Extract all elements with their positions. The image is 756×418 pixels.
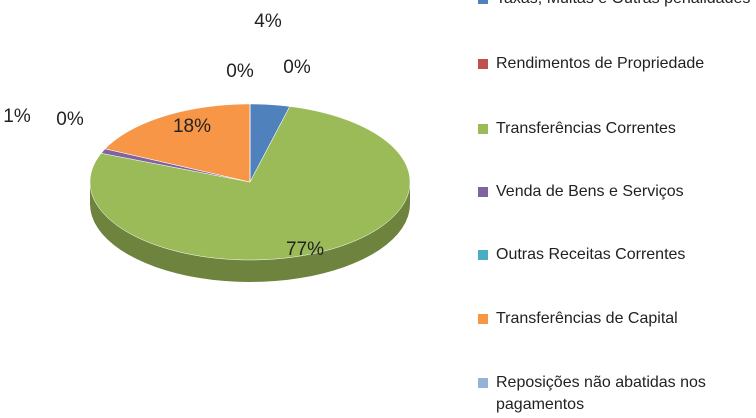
legend-item: Rendimentos de Propriedade xyxy=(478,53,753,75)
legend-item: Reposições não abatidas nos pagamentos xyxy=(478,372,753,416)
legend-swatch xyxy=(478,314,488,324)
legend-label: Taxas, Multas e Outras penalidades xyxy=(496,0,750,7)
legend-item: Venda de Bens e Serviços xyxy=(478,181,753,203)
legend-label: Transferências Correntes xyxy=(496,120,676,137)
legend-item: Transferências Correntes xyxy=(478,118,753,140)
data-label: 0% xyxy=(283,57,311,78)
legend-swatch xyxy=(478,0,488,4)
data-label: 4% xyxy=(254,11,282,32)
legend-swatch xyxy=(478,187,488,197)
legend-swatch xyxy=(478,378,488,388)
data-label: 18% xyxy=(173,116,211,137)
data-label: 0% xyxy=(56,109,84,130)
legend-swatch xyxy=(478,250,488,260)
legend-label: Outras Receitas Correntes xyxy=(496,246,685,263)
data-label: 77% xyxy=(286,239,324,260)
legend-swatch xyxy=(478,59,488,69)
legend-item: Transferências de Capital xyxy=(478,308,753,330)
legend-swatch xyxy=(478,124,488,134)
legend-label: Transferências de Capital xyxy=(496,310,678,327)
legend-label: Reposições não abatidas nos pagamentos xyxy=(496,374,706,413)
data-label: 1% xyxy=(3,106,31,127)
data-label: 0% xyxy=(226,61,254,82)
legend-label: Venda de Bens e Serviços xyxy=(496,183,684,200)
legend-item: Taxas, Multas e Outras penalidades xyxy=(478,0,753,10)
chart: 4% 0% 77% 1% 0% 18% 0% Taxas, Multas e Outras … xyxy=(0,0,756,418)
legend-item: Outras Receitas Correntes xyxy=(478,244,753,266)
legend-label: Rendimentos de Propriedade xyxy=(496,55,704,72)
